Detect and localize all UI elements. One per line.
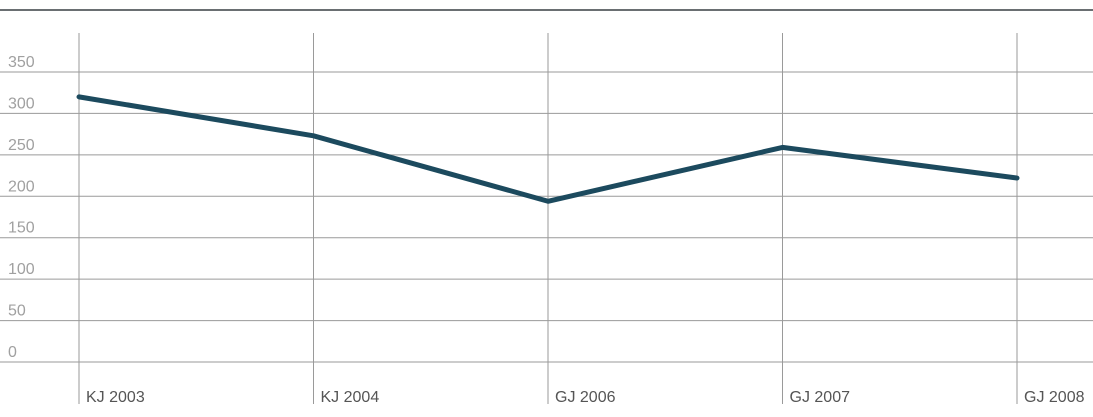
y-tick-label: 100 <box>8 261 35 278</box>
y-tick-label: 300 <box>8 95 35 112</box>
y-tick-label: 350 <box>8 54 35 71</box>
y-tick-label: 50 <box>8 303 26 320</box>
x-tick-label: GJ 2006 <box>555 389 616 406</box>
y-tick-label: 150 <box>8 220 35 237</box>
y-tick-label: 200 <box>8 178 35 195</box>
x-tick-label: GJ 2008 <box>1024 389 1085 406</box>
x-tick-label: KJ 2003 <box>86 389 145 406</box>
x-tick-label: GJ 2007 <box>790 389 851 406</box>
y-tick-label: 250 <box>8 137 35 154</box>
line-series <box>76 94 1020 204</box>
x-tick-label: KJ 2004 <box>321 389 380 406</box>
y-tick-label: 0 <box>8 344 17 361</box>
